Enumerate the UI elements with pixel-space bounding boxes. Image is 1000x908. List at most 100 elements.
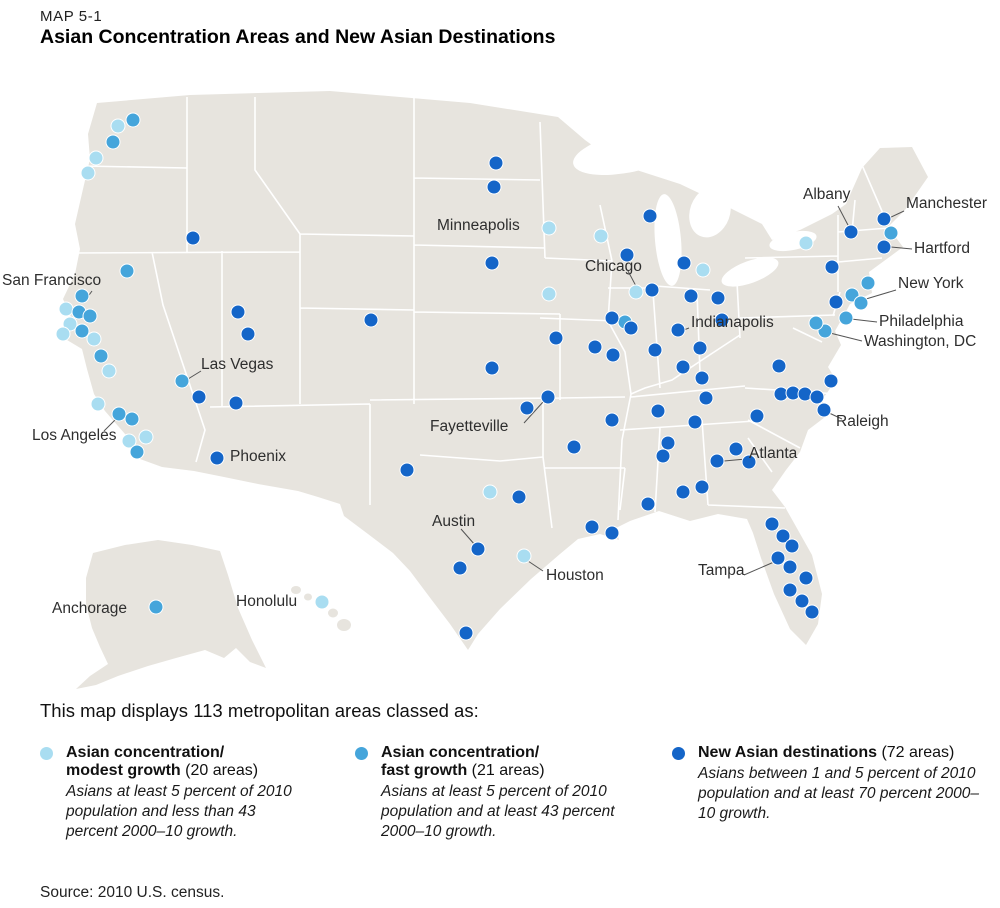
city-label: Raleigh [836,413,889,430]
metro-dot-new [458,625,474,641]
metro-dot-new [698,390,714,406]
metro-dot-new [584,519,600,535]
metro-dot-fast [93,348,109,364]
legend-text: Asian concentration/ modest growth (20 a… [66,744,295,841]
city-label: Austin [432,513,476,530]
metro-dot-modest [798,235,814,251]
city-label: Minneapolis [437,217,520,234]
metro-dot-fast [82,308,98,324]
metro-dot-new [605,347,621,363]
metro-dot-new [642,208,658,224]
city-label: Honolulu [236,593,298,610]
metro-dot-new [675,484,691,500]
legend-label: Asian concentration/ modest growth [66,744,225,779]
legend-text: Asian concentration/ fast growth (21 are… [381,744,620,841]
leader-line [865,289,897,300]
metro-dot-fast [119,263,135,279]
metro-dot-fast [111,406,127,422]
metro-dot-new [714,312,730,328]
metro-dot-fast [74,323,90,339]
leader-line [890,246,913,250]
metro-dot-new [640,496,656,512]
metro-dot-new [694,370,710,386]
metro-dot-new [540,389,556,405]
metro-dot-new [566,439,582,455]
metro-dot-modest [516,548,532,564]
metro-dot-new [843,224,859,240]
metro-dot-modest [121,433,137,449]
leader-line [187,370,202,380]
city-label: Albany [803,186,851,203]
metro-dot-modest [628,284,644,300]
metro-dot-new [824,259,840,275]
metro-dot-modest [482,484,498,500]
metro-dot-new [623,320,639,336]
city-label: Anchorage [52,600,127,617]
metro-dot-new [655,448,671,464]
metro-dot-new [782,582,798,598]
metro-dot-modest [55,326,71,342]
metro-dot-modest [110,118,126,134]
metro-dot-new [484,255,500,271]
metro-dot-new [782,559,798,575]
metro-dot-new [240,326,256,342]
map-number: MAP 5-1 [40,8,103,25]
city-label: Fayetteville [430,418,509,435]
legend-text: New Asian destinations (72 areas) Asians… [698,744,990,823]
metro-dot-new [644,282,660,298]
metro-dot-new [470,541,486,557]
metro-dot-fast [174,373,190,389]
leader-line [460,528,476,546]
metro-dot-new [798,570,814,586]
metro-dot-new [604,412,620,428]
legend-count: (21 areas) [471,762,545,779]
metro-dot-modest [314,594,330,610]
legend-item-new-destinations: New Asian destinations (72 areas) Asians… [672,744,990,823]
city-label: Houston [546,567,604,584]
metro-dot-new [775,528,791,544]
legend-intro: This map displays 113 metropolitan areas… [40,700,479,721]
page-title: Asian Concentration Areas and New Asian … [40,26,556,48]
metro-dot-new [683,288,699,304]
legend-description: Asians between 1 and 5 percent of 2010 p… [698,765,979,822]
city-label: San Francisco [2,272,102,289]
city-label: Atlanta [749,445,798,462]
alaska-shape [76,540,266,689]
metro-dot-new [604,310,620,326]
legend-count: (20 areas) [185,762,259,779]
metro-dot-modest [88,150,104,166]
metro-dot-new [519,400,535,416]
metro-dot-modest [58,301,74,317]
metro-dot-new [399,462,415,478]
city-label: Tampa [698,562,745,579]
metro-dot-new [486,179,502,195]
metro-dot-fast [860,275,876,291]
city-label: Los Angeles [32,427,117,444]
metro-dot-new [804,604,820,620]
metro-dot-new [587,339,603,355]
metro-dot-new [749,408,765,424]
state-borders [72,96,889,529]
metro-dot-new [784,538,800,554]
metro-dot-fast [124,411,140,427]
metro-dot-new [771,358,787,374]
leader-line [527,560,544,572]
metro-dot-new [548,330,564,346]
metro-dot-new [650,403,666,419]
leader-line [850,318,878,323]
city-label: Philadelphia [879,313,964,330]
metro-dot-modest [101,363,117,379]
city-label: Phoenix [230,448,287,465]
metro-dot-fast [148,599,164,615]
metro-dot-modest [695,262,711,278]
metro-dot-fast [808,315,824,331]
metro-dot-new [511,489,527,505]
source-note: Source: 2010 U.S. census. [40,884,225,901]
metro-dot-new [675,359,691,375]
leader-line [103,418,117,432]
leader-line [743,561,775,576]
leader-line [829,332,863,342]
metro-dot-modest [80,165,96,181]
